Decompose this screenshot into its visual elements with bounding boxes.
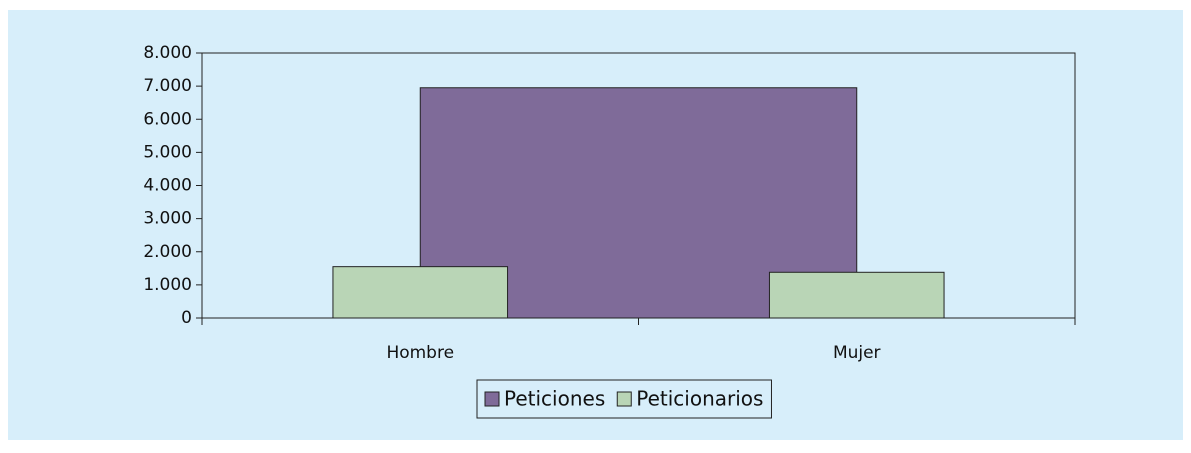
y-tick-label: 6.000 [143,109,192,129]
y-tick-label: 4.000 [143,176,192,196]
y-tick-label: 7.000 [143,76,192,96]
y-tick-label: 1.000 [143,275,192,295]
bar [332,266,509,319]
plot-frame [202,52,1076,318]
legend-label: Peticionarios [636,387,763,411]
legend-swatch [616,391,632,407]
legend-label: Peticiones [504,387,605,411]
y-tick-label: 8.000 [143,43,192,63]
y-tick-label: 3.000 [143,209,192,229]
y-tick-label: 2.000 [143,242,192,262]
y-tick-label: 5.000 [143,142,192,162]
legend-box [476,379,772,419]
x-tick-label: Mujer [833,343,881,363]
x-tick-label: Hombre [386,343,454,363]
y-tick-label: 0 [181,308,192,328]
legend-swatch [484,391,500,407]
bar [768,271,945,319]
